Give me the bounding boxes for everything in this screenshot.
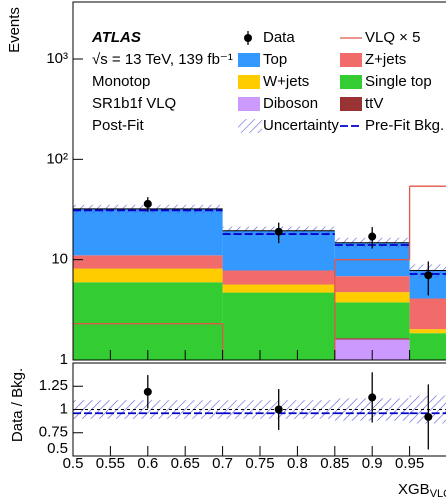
data-point xyxy=(424,271,433,280)
x-tick-label: 0.6 xyxy=(137,455,158,472)
x-tick-label: 0.5 xyxy=(63,455,84,472)
x-tick-label: 0.8 xyxy=(287,455,308,472)
data-point xyxy=(368,232,377,241)
stack-bar xyxy=(409,333,446,360)
legend-marker xyxy=(340,75,362,89)
info-line: Monotop xyxy=(92,73,150,90)
ratio-point xyxy=(368,393,377,402)
stack-bar xyxy=(222,292,335,360)
x-axis-title-main: XGB xyxy=(398,481,430,498)
legend-label: Pre-Fit Bkg. xyxy=(365,117,444,134)
legend-label: Z+jets xyxy=(365,51,406,68)
legend-label: Top xyxy=(263,51,287,68)
stack-bar xyxy=(223,430,335,443)
stack-bar xyxy=(409,329,446,334)
ratio-point xyxy=(274,405,283,414)
stack-bar xyxy=(73,255,223,269)
stack-bar xyxy=(222,284,335,293)
legend-label: Single top xyxy=(365,73,432,90)
experiment-label: ATLAS xyxy=(91,29,141,46)
main-panel xyxy=(73,185,446,443)
ratio-y-tick-label: 0.5 xyxy=(47,440,68,457)
x-tick-label: 0.55 xyxy=(96,455,125,472)
x-axis-title: XGBVLQ xyxy=(398,481,446,500)
stack-bar xyxy=(334,339,410,360)
info-line: Post-Fit xyxy=(92,117,145,134)
info-line: √s = 13 TeV, 139 fb⁻¹ xyxy=(92,51,233,68)
legend-marker xyxy=(238,97,260,111)
y-axis-title: Events xyxy=(6,7,23,53)
stack-bar xyxy=(334,292,410,303)
legend-label: VLQ × 5 xyxy=(365,29,420,46)
legend-label: Uncertainty xyxy=(263,117,339,134)
ratio-panel xyxy=(73,372,446,450)
legend-label: W+jets xyxy=(263,73,309,90)
stack-bar xyxy=(334,302,410,339)
stack-bar xyxy=(73,208,223,256)
y-tick-label: 1 xyxy=(60,351,68,368)
legend-marker xyxy=(238,75,260,89)
stack-bar xyxy=(222,270,335,285)
y-tick-label: 10³ xyxy=(46,50,68,67)
ratio-y-tick-label: 1.25 xyxy=(39,377,68,394)
y-tick-label: 10 xyxy=(51,251,68,268)
legend-marker xyxy=(340,97,362,111)
x-tick-label: 0.85 xyxy=(320,455,349,472)
y-tick-label: 10² xyxy=(46,150,68,167)
legend-marker xyxy=(238,53,260,67)
x-tick-label: 0.7 xyxy=(212,455,233,472)
stack-bar xyxy=(73,268,223,283)
stack-bar xyxy=(334,276,410,293)
legend-label: ttV xyxy=(365,95,383,112)
x-tick-label: 0.95 xyxy=(395,455,424,472)
x-tick-label: 0.65 xyxy=(171,455,200,472)
ratio-point xyxy=(143,387,152,396)
data-point xyxy=(143,199,152,208)
legend: √s = 13 TeV, 139 fb⁻¹ Monotop SR1b1f VLQ Po… xyxy=(92,29,444,134)
stack-bar xyxy=(334,338,410,340)
data-point xyxy=(274,227,283,236)
legend-marker xyxy=(340,53,362,67)
legend-marker xyxy=(238,119,262,133)
info-line: SR1b1f VLQ xyxy=(92,95,176,112)
stack-bar xyxy=(409,298,446,330)
ratio-y-tick-label: 0.75 xyxy=(39,424,68,441)
x-tick-label: 0.75 xyxy=(245,455,274,472)
x-tick-label: 0.9 xyxy=(362,455,383,472)
ratio-point xyxy=(424,412,433,421)
legend-label: Diboson xyxy=(263,95,318,112)
legend-label: Data xyxy=(263,29,295,46)
ratio-axis-title: Data / Bkg. xyxy=(9,368,26,442)
x-axis-title-sub: VLQ xyxy=(430,488,446,500)
ratio-y-tick-label: 1 xyxy=(60,400,68,417)
stack-bar xyxy=(73,282,223,360)
